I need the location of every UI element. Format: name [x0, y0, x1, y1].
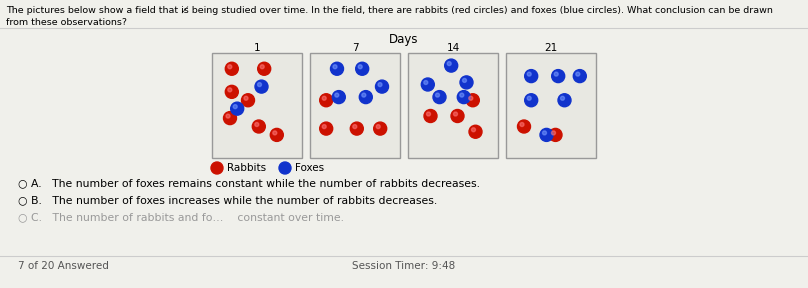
- Circle shape: [447, 62, 451, 66]
- Circle shape: [444, 59, 457, 72]
- Circle shape: [271, 128, 284, 141]
- Circle shape: [255, 122, 259, 126]
- Text: 1: 1: [254, 43, 260, 53]
- Circle shape: [333, 65, 337, 69]
- Circle shape: [540, 128, 553, 141]
- Circle shape: [252, 120, 265, 133]
- FancyBboxPatch shape: [212, 53, 302, 158]
- Text: Days: Days: [389, 33, 419, 46]
- Circle shape: [225, 62, 238, 75]
- Circle shape: [335, 93, 339, 97]
- Circle shape: [228, 65, 232, 69]
- Circle shape: [376, 80, 389, 93]
- Circle shape: [362, 93, 366, 97]
- Circle shape: [433, 91, 446, 104]
- Text: Rabbits: Rabbits: [227, 163, 266, 173]
- Circle shape: [460, 76, 473, 89]
- Circle shape: [549, 128, 562, 141]
- Text: 21: 21: [545, 43, 558, 53]
- Circle shape: [358, 65, 362, 69]
- Circle shape: [552, 70, 565, 83]
- Circle shape: [466, 94, 479, 107]
- Circle shape: [242, 94, 255, 107]
- Circle shape: [231, 102, 244, 115]
- Text: 7: 7: [351, 43, 358, 53]
- Circle shape: [453, 112, 457, 116]
- Circle shape: [224, 112, 237, 125]
- Circle shape: [421, 78, 435, 91]
- Circle shape: [322, 96, 326, 100]
- Circle shape: [527, 72, 531, 76]
- Circle shape: [320, 94, 333, 107]
- Circle shape: [255, 80, 268, 93]
- Circle shape: [234, 105, 238, 109]
- Circle shape: [360, 91, 372, 104]
- Circle shape: [377, 125, 381, 129]
- Text: ○ A.   The number of foxes remains constant while the number of rabbits decrease: ○ A. The number of foxes remains constan…: [18, 178, 480, 188]
- Circle shape: [561, 96, 565, 100]
- Circle shape: [273, 131, 277, 135]
- Circle shape: [226, 114, 230, 118]
- Text: Foxes: Foxes: [295, 163, 324, 173]
- Circle shape: [373, 122, 387, 135]
- Circle shape: [457, 91, 470, 104]
- Text: from these observations?: from these observations?: [6, 18, 127, 27]
- Circle shape: [258, 62, 271, 75]
- Text: ○ C.   The number of rabbits and fo…    constant over time.: ○ C. The number of rabbits and fo… const…: [18, 212, 344, 222]
- Circle shape: [517, 120, 531, 133]
- Circle shape: [552, 131, 556, 135]
- Circle shape: [469, 96, 473, 100]
- FancyBboxPatch shape: [506, 53, 596, 158]
- Circle shape: [554, 72, 558, 76]
- Circle shape: [260, 65, 264, 69]
- Circle shape: [279, 162, 291, 174]
- Text: Session Timer: 9:48: Session Timer: 9:48: [352, 261, 456, 271]
- Circle shape: [527, 96, 531, 100]
- Circle shape: [542, 131, 546, 135]
- Text: The pictures below show a field that is̸ being studied over time. In the field, : The pictures below show a field that is̸…: [6, 6, 773, 15]
- Circle shape: [460, 93, 464, 97]
- Circle shape: [472, 128, 475, 132]
- Circle shape: [351, 122, 364, 135]
- Circle shape: [378, 83, 382, 87]
- Circle shape: [427, 112, 431, 116]
- Text: 7 of 20 Answered: 7 of 20 Answered: [18, 261, 109, 271]
- Circle shape: [524, 94, 537, 107]
- Circle shape: [558, 94, 571, 107]
- Circle shape: [469, 125, 482, 138]
- Circle shape: [520, 122, 524, 126]
- Circle shape: [353, 125, 357, 129]
- Circle shape: [356, 62, 368, 75]
- Circle shape: [211, 162, 223, 174]
- Text: 14: 14: [446, 43, 460, 53]
- Circle shape: [451, 109, 464, 122]
- Circle shape: [424, 81, 427, 84]
- Circle shape: [524, 70, 537, 83]
- Circle shape: [258, 83, 262, 87]
- Text: ○ B.   The number of foxes increases while the number of rabbits decreases.: ○ B. The number of foxes increases while…: [18, 195, 437, 205]
- Circle shape: [462, 78, 466, 82]
- Circle shape: [576, 72, 580, 76]
- FancyBboxPatch shape: [408, 53, 498, 158]
- Circle shape: [320, 122, 333, 135]
- Circle shape: [424, 109, 437, 122]
- Circle shape: [225, 85, 238, 98]
- Circle shape: [244, 96, 248, 100]
- Circle shape: [322, 125, 326, 129]
- Circle shape: [228, 88, 232, 92]
- Circle shape: [574, 70, 587, 83]
- Circle shape: [330, 62, 343, 75]
- Circle shape: [436, 93, 440, 97]
- Circle shape: [332, 91, 345, 104]
- FancyBboxPatch shape: [310, 53, 400, 158]
